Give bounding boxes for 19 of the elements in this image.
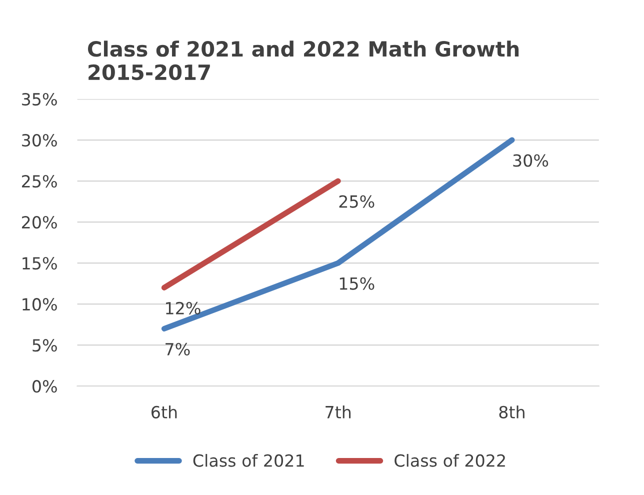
y-tick-label: 5% <box>32 339 57 352</box>
y-tick-label: 30% <box>22 134 57 147</box>
y-tick-label: 10% <box>22 298 57 311</box>
legend-label: Class of 2021 <box>193 454 304 467</box>
data-label: 15% <box>340 277 374 290</box>
data-label: 30% <box>513 154 548 167</box>
legend-label: Class of 2022 <box>394 454 505 467</box>
y-tick-label: 15% <box>22 257 57 270</box>
data-label: 25% <box>339 195 374 208</box>
y-tick-label: 20% <box>22 216 57 229</box>
data-label: 12% <box>166 302 200 314</box>
x-tick-label: 8th <box>499 406 524 418</box>
y-tick-label: 35% <box>22 92 57 106</box>
y-tick-label: 25% <box>22 174 57 188</box>
data-label: 7% <box>166 342 190 356</box>
x-tick-label: 6th <box>152 406 177 418</box>
y-tick-label: 0% <box>32 380 57 393</box>
chart-title: Class of 2021 and 2022 Math Growth 2015-2017 <box>88 40 519 80</box>
x-tick-label: 7th <box>326 406 351 418</box>
